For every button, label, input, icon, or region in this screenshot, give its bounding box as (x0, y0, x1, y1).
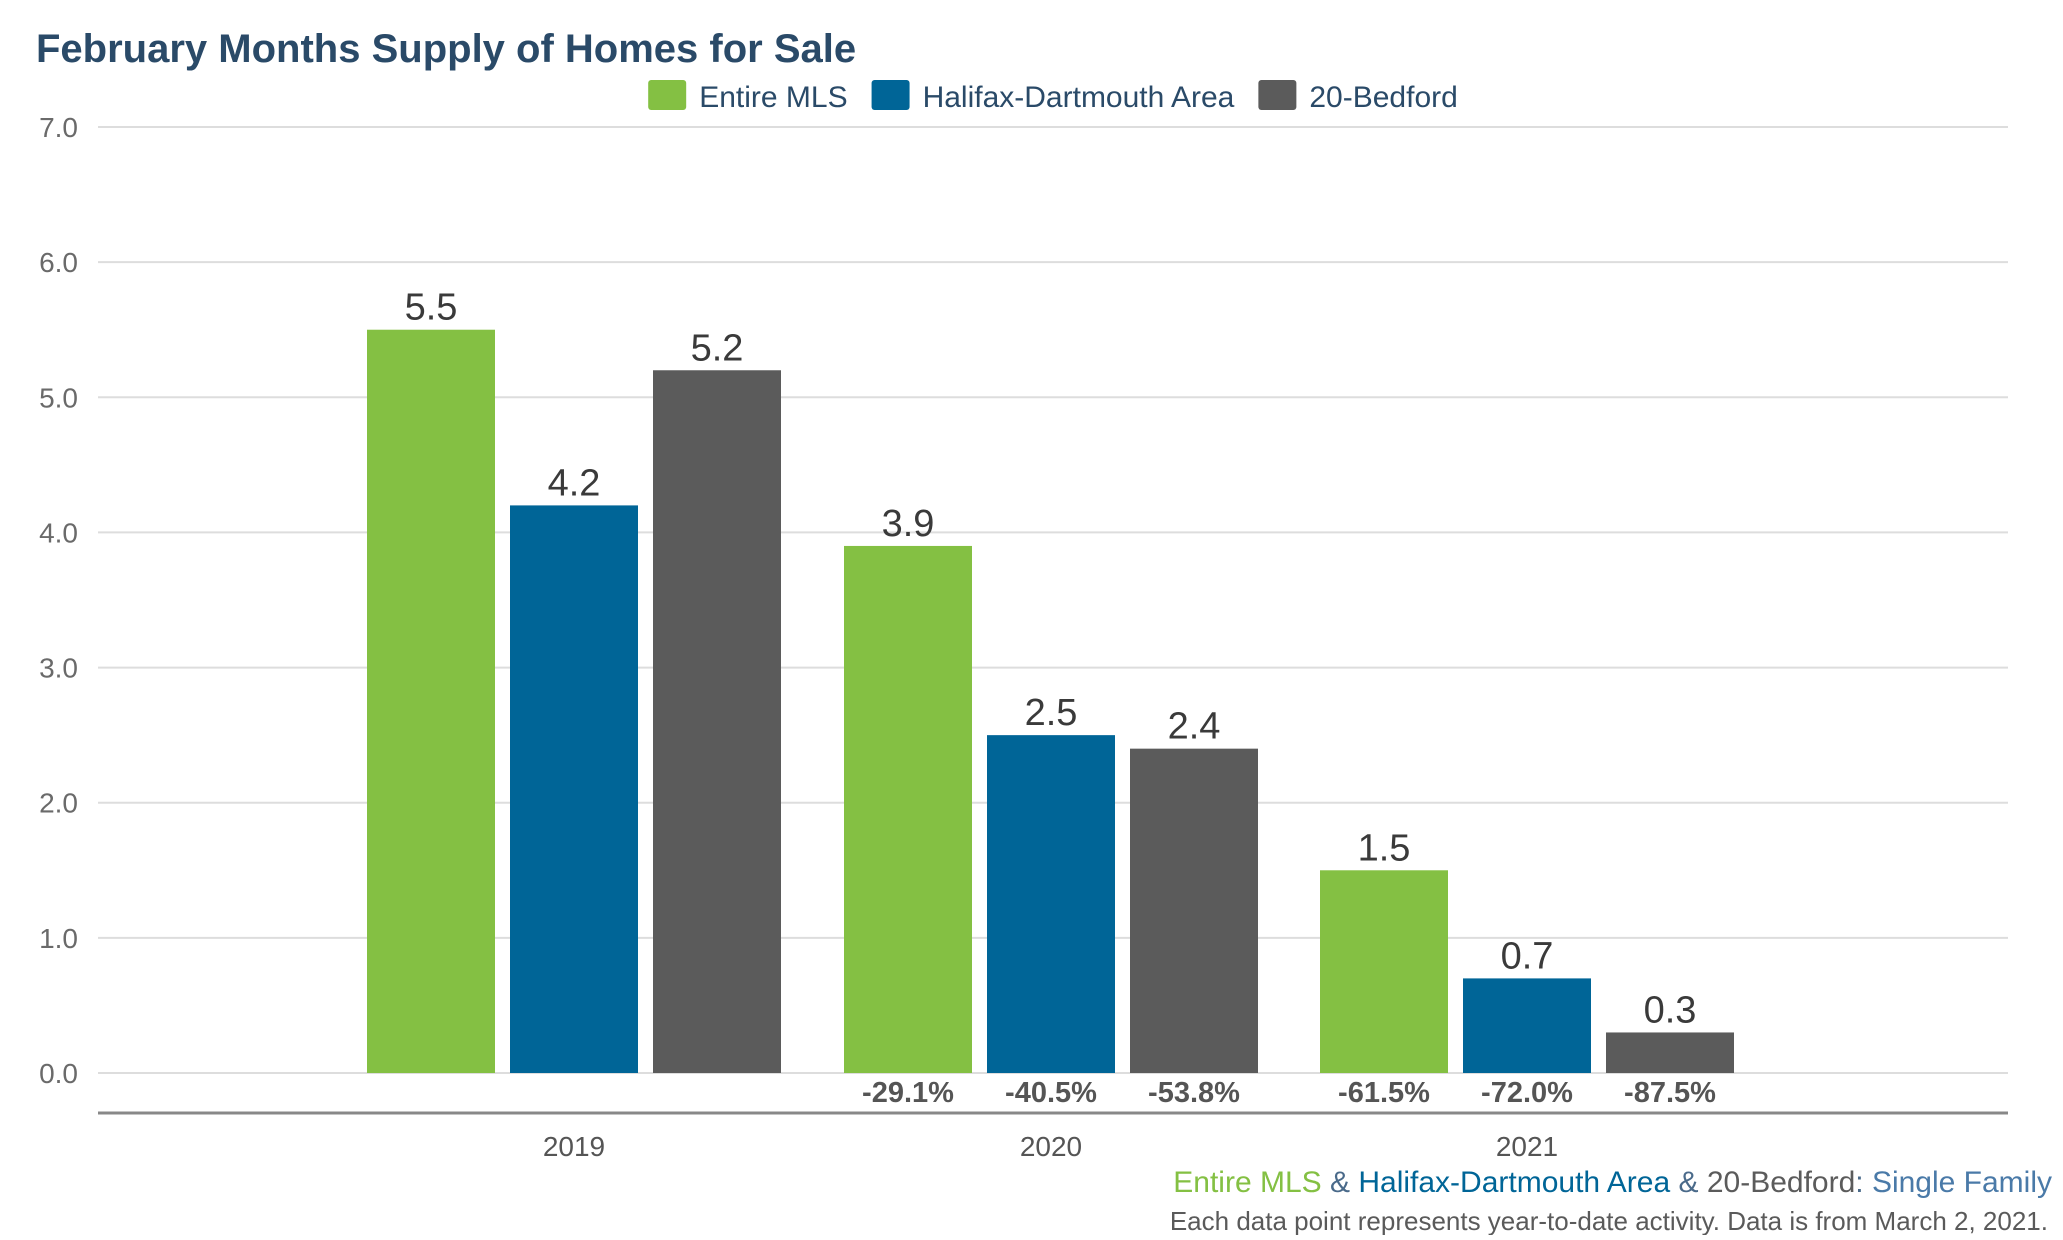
y-tick-label: 2.0 (39, 788, 78, 819)
footer-separator: : (1855, 1166, 1872, 1199)
bar (844, 545, 972, 1073)
legend-swatch (648, 80, 687, 110)
footer-bedford: 20-Bedford (1707, 1166, 1855, 1199)
bar (1606, 1032, 1734, 1073)
change-label: -53.8% (1148, 1077, 1240, 1109)
data-label: 2.5 (1025, 692, 1078, 734)
data-label: 3.9 (882, 503, 935, 545)
y-tick-label: 7.0 (39, 112, 78, 143)
legend-item: Entire MLS (648, 80, 848, 114)
legend-item: 20-Bedford (1258, 80, 1458, 114)
y-tick-label: 3.0 (39, 653, 78, 684)
bar (653, 370, 781, 1073)
legend-swatch (871, 80, 910, 110)
bar (1130, 748, 1258, 1073)
change-labels: -29.1% -61.5% -40.5% -72.0% -53.8% -87.5% (862, 1077, 1716, 1109)
legend-item: Halifax-Dartmouth Area (871, 80, 1235, 114)
data-label: 1.5 (1358, 827, 1411, 869)
change-label: -72.0% (1481, 1077, 1573, 1109)
data-label: 4.2 (548, 462, 601, 504)
data-label: 0.7 (1501, 935, 1554, 977)
data-label: 0.3 (1644, 989, 1697, 1031)
change-label: -40.5% (1005, 1077, 1097, 1109)
footer-property-type: Single Family (1872, 1166, 2052, 1199)
data-label: 5.5 (405, 287, 458, 329)
y-axis-ticks: 0.0 1.0 2.0 3.0 4.0 5.0 6.0 7.0 (39, 112, 78, 1089)
chart-title: February Months Supply of Homes for Sale (36, 27, 856, 71)
bar (1463, 978, 1591, 1073)
x-tick-label: 2019 (543, 1131, 605, 1162)
footer-legend-line: Entire MLS & Halifax-Dartmouth Area & 20… (1173, 1166, 2052, 1199)
value-labels: 5.5 3.9 1.5 4.2 2.5 0.7 5.2 2.4 0.3 (405, 287, 1697, 1032)
x-tick-label: 2021 (1496, 1131, 1558, 1162)
legend-label: Halifax-Dartmouth Area (923, 81, 1235, 114)
bars (367, 329, 1734, 1073)
x-axis-ticks: 2019 2020 2021 (543, 1131, 1558, 1162)
legend-label: 20-Bedford (1309, 81, 1457, 114)
bar (1320, 870, 1448, 1073)
change-label: -29.1% (862, 1077, 954, 1109)
bar (987, 735, 1115, 1073)
y-tick-label: 6.0 (39, 247, 78, 278)
x-tick-label: 2020 (1020, 1131, 1082, 1162)
footer-separator: & (1670, 1166, 1707, 1199)
footer-note: Each data point represents year-to-date … (1170, 1206, 2048, 1235)
legend: Entire MLS Halifax-Dartmouth Area 20-Bedfo… (648, 80, 1458, 114)
y-tick-label: 1.0 (39, 923, 78, 954)
legend-swatch (1258, 80, 1297, 110)
legend-label: Entire MLS (699, 81, 847, 114)
data-label: 5.2 (691, 327, 744, 369)
footer-entire-mls: Entire MLS (1173, 1166, 1321, 1199)
change-label: -87.5% (1624, 1077, 1716, 1109)
data-label: 2.4 (1168, 706, 1221, 748)
change-label: -61.5% (1338, 1077, 1430, 1109)
y-tick-label: 4.0 (39, 517, 78, 548)
bar (510, 505, 638, 1073)
bar (367, 329, 495, 1073)
footer-separator: & (1322, 1166, 1359, 1199)
y-tick-label: 0.0 (39, 1058, 78, 1089)
footer-halifax: Halifax-Dartmouth Area (1358, 1166, 1670, 1199)
y-tick-label: 5.0 (39, 382, 78, 413)
